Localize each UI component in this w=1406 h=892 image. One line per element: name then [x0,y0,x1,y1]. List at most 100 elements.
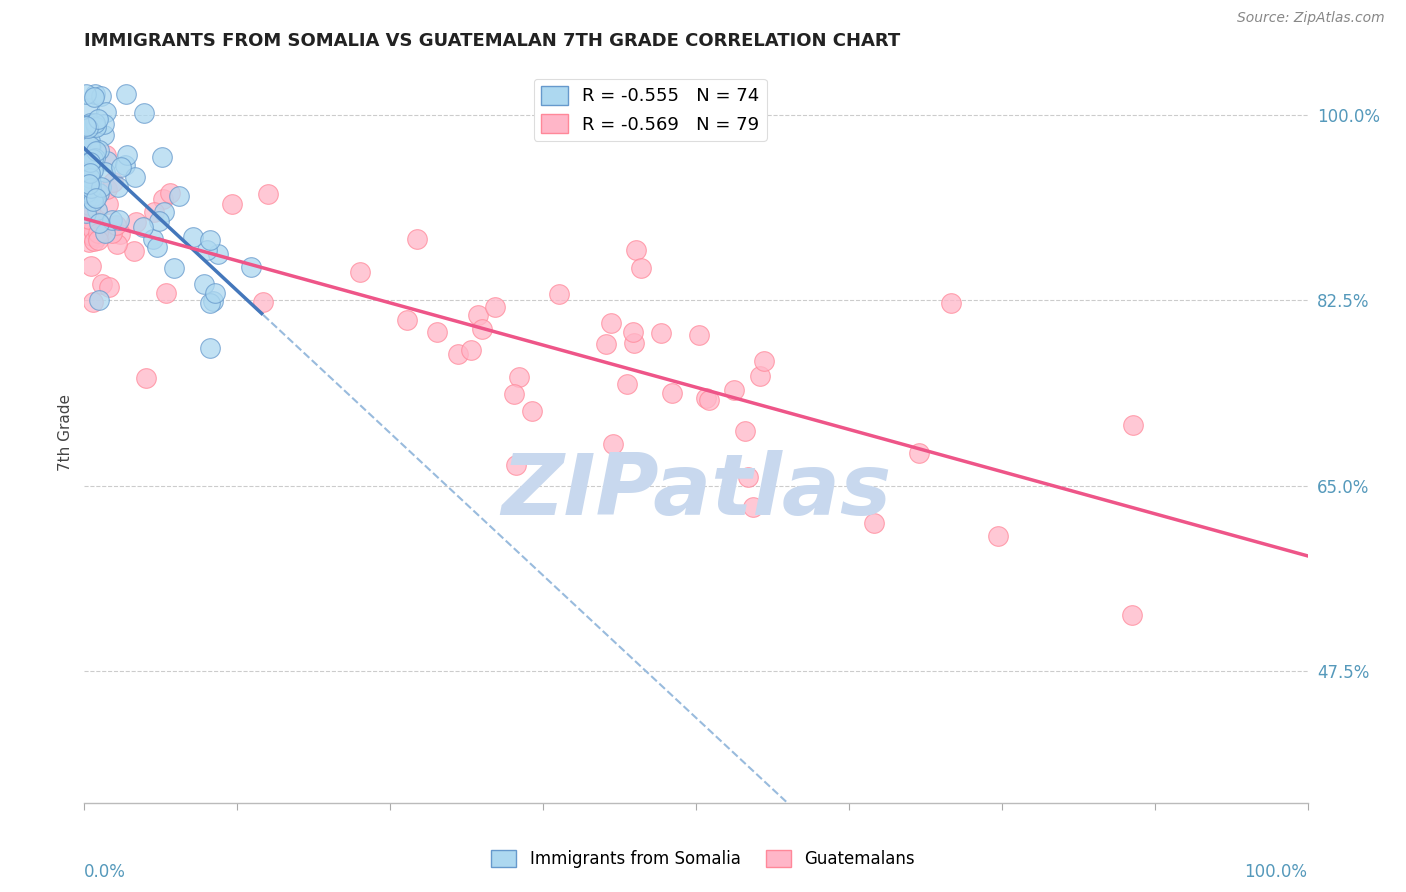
Point [256,187,278,202]
Point [221,197,243,211]
Point [395,312,418,326]
Point [508,369,530,384]
Text: Source: ZipAtlas.com: Source: ZipAtlas.com [1237,12,1385,25]
Point [91,277,114,291]
Point [661,385,683,400]
Point [406,232,429,246]
Point [650,326,672,341]
Point [349,265,371,279]
Point [79,203,101,218]
Point [198,341,221,355]
Point [79,139,101,153]
Point [125,215,148,229]
Point [83,234,105,248]
Point [100,226,122,240]
Point [75,119,97,133]
Point [939,295,962,310]
Point [1122,418,1144,433]
Point [83,189,105,203]
Point [84,119,107,133]
Point [77,175,100,189]
Point [86,191,108,205]
Point [621,326,644,340]
Point [446,347,468,361]
Point [94,165,117,179]
Point [101,175,124,189]
Point [87,293,110,307]
Y-axis label: 7th Grade: 7th Grade [58,394,73,471]
Point [87,215,110,229]
Point [80,181,103,195]
Point [155,285,177,300]
Point [426,325,449,339]
Point [107,180,129,194]
Point [86,226,108,240]
Point [79,146,101,161]
Point [75,148,97,162]
Point [82,219,104,233]
Point [908,446,931,460]
Point [77,118,100,132]
Point [76,186,98,200]
Point [84,87,107,102]
Point [93,117,115,131]
Point [115,148,138,162]
Point [616,376,638,391]
Point [503,386,526,401]
Point [84,152,107,166]
Point [75,87,97,102]
Point [520,403,543,417]
Point [600,316,623,330]
Point [624,243,647,257]
Point [90,89,112,103]
Point [101,212,124,227]
Point [201,294,224,309]
Point [77,235,100,250]
Point [75,206,97,220]
Point [79,197,101,211]
Point [862,516,884,530]
Point [150,150,173,164]
Point [145,240,167,254]
Point [77,169,100,183]
Point [76,191,98,205]
Point [204,286,226,301]
Point [195,243,218,257]
Point [87,186,110,201]
Point [695,391,717,405]
Legend: R = -0.555   N = 74, R = -0.569   N = 79: R = -0.555 N = 74, R = -0.569 N = 79 [534,78,766,141]
Point [467,308,489,322]
Point [104,219,127,233]
Point [80,228,103,243]
Point [723,383,745,397]
Point [148,214,170,228]
Point [108,227,131,242]
Point [105,237,128,252]
Point [134,106,156,120]
Point [94,148,117,162]
Point [96,154,118,169]
Point [80,175,103,189]
Point [84,116,107,130]
Point [96,182,118,196]
Point [83,90,105,104]
Point [79,170,101,185]
Point [734,424,756,438]
Point [80,185,103,199]
Point [142,205,165,219]
Point [82,213,104,227]
Point [75,118,97,132]
Point [124,170,146,185]
Point [135,370,157,384]
Point [163,260,186,275]
Point [79,134,101,148]
Point [207,247,229,261]
Point [595,337,617,351]
Point [240,260,263,275]
Point [77,120,100,135]
Point [630,261,652,276]
Point [96,197,118,211]
Text: ZIPatlas: ZIPatlas [501,450,891,533]
Point [623,335,645,350]
Point [193,277,215,291]
